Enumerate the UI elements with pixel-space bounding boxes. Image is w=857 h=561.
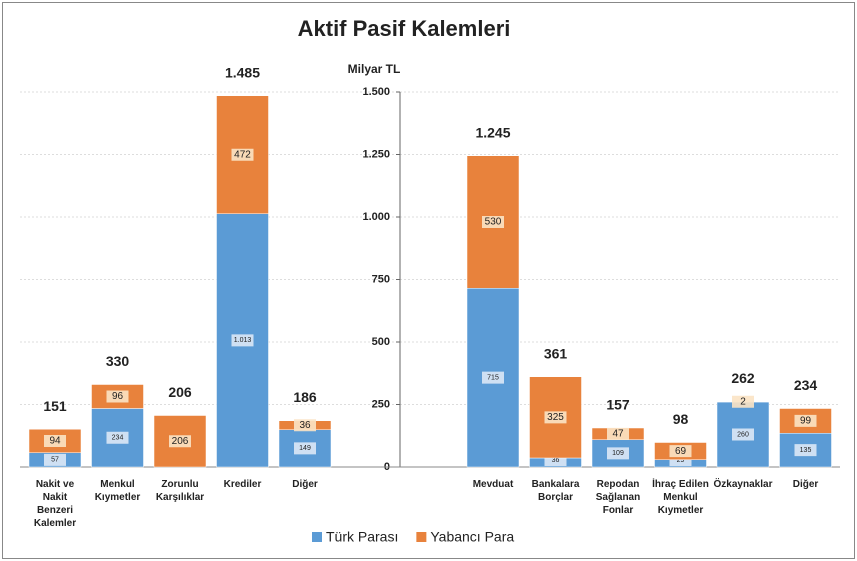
x-tick-label: Zorunlu Karşılıklar — [155, 479, 205, 503]
y-tick-label: 500 — [372, 336, 390, 348]
value-label-bg — [44, 435, 66, 447]
total-label: 98 — [673, 411, 689, 427]
y-tick-label: 750 — [372, 273, 390, 285]
value-label: 94 — [49, 436, 61, 447]
value-label: 69 — [675, 446, 687, 457]
value-label: 1.013 — [234, 337, 252, 344]
value-label: 530 — [485, 217, 502, 228]
x-tick-label: Mevduat — [472, 479, 514, 490]
value-label: 472 — [234, 149, 251, 160]
x-tick-label: Diğer — [292, 479, 318, 490]
y-tick-label: 1.000 — [362, 211, 390, 223]
value-label-bg — [482, 371, 504, 384]
value-label: 2 — [740, 396, 746, 407]
x-tick-label: Diğer — [792, 479, 819, 490]
y-tick-label: 250 — [372, 398, 390, 410]
value-label-bg — [106, 390, 129, 403]
value-label-bg — [732, 428, 754, 441]
chart-title: Aktif Pasif Kalemleri — [298, 16, 511, 41]
y-axis-title: Milyar TL — [348, 62, 401, 76]
legend-label: Türk Parası — [326, 529, 398, 545]
total-label: 361 — [544, 345, 568, 361]
value-label: 57 — [51, 457, 59, 464]
value-label-bg — [294, 419, 316, 432]
value-label: 206 — [172, 436, 189, 447]
value-label: 135 — [800, 447, 812, 454]
total-label: 151 — [43, 398, 67, 414]
value-label: 36 — [299, 420, 311, 431]
value-label-bg — [482, 216, 504, 228]
value-label-bg — [669, 445, 692, 458]
y-tick-label: 1.500 — [362, 86, 390, 98]
total-label: 186 — [293, 389, 317, 405]
value-label: 109 — [612, 450, 624, 457]
value-label-bg — [794, 414, 817, 427]
value-label-bg — [294, 442, 316, 455]
value-label: 29 — [677, 457, 685, 464]
total-label: 330 — [106, 353, 130, 369]
x-tick-label: Menkul Kıymetler — [94, 479, 141, 503]
total-label: 234 — [794, 377, 818, 393]
x-tick-label: Krediler — [223, 479, 262, 490]
total-label: 1.245 — [475, 124, 510, 140]
value-label: 260 — [737, 431, 749, 438]
value-label: 99 — [800, 416, 812, 427]
x-tick-label: Nakit ve Nakit Benzeri Kalemler — [33, 479, 77, 529]
value-label: 325 — [547, 412, 564, 423]
value-label-bg — [231, 148, 254, 161]
x-tick-label: İhraç Edilen Menkul Kıymetler — [652, 479, 709, 516]
legend-label: Yabancı Para — [430, 529, 514, 545]
value-label-bg — [794, 444, 817, 457]
x-tick-label: Repodan Sağlanan Fonlar — [595, 479, 641, 516]
bar-segment — [466, 288, 520, 468]
legend-swatch — [312, 532, 322, 542]
value-label: 715 — [487, 374, 499, 381]
total-label: 262 — [731, 370, 755, 386]
x-tick-label: Özkaynaklar — [713, 479, 773, 490]
value-label: 36 — [552, 457, 560, 464]
value-label-bg — [544, 411, 567, 424]
value-label-bg — [44, 453, 66, 466]
x-tick-label: Bankalara Borçlar — [531, 479, 580, 503]
total-label: 157 — [606, 396, 630, 412]
value-label: 149 — [299, 445, 311, 452]
value-label-bg — [106, 431, 129, 444]
value-label: 96 — [112, 391, 124, 402]
value-label-bg — [231, 334, 254, 347]
y-tick-label: 1.250 — [362, 148, 390, 160]
legend-swatch — [416, 532, 427, 542]
value-label-bg — [607, 427, 629, 440]
value-label: 47 — [612, 429, 624, 440]
value-label-bg — [607, 447, 629, 460]
value-label-bg — [169, 435, 191, 448]
total-label: 206 — [168, 384, 192, 400]
value-label-bg — [732, 395, 754, 408]
value-label: 234 — [112, 435, 124, 442]
total-label: 1.485 — [225, 64, 260, 80]
